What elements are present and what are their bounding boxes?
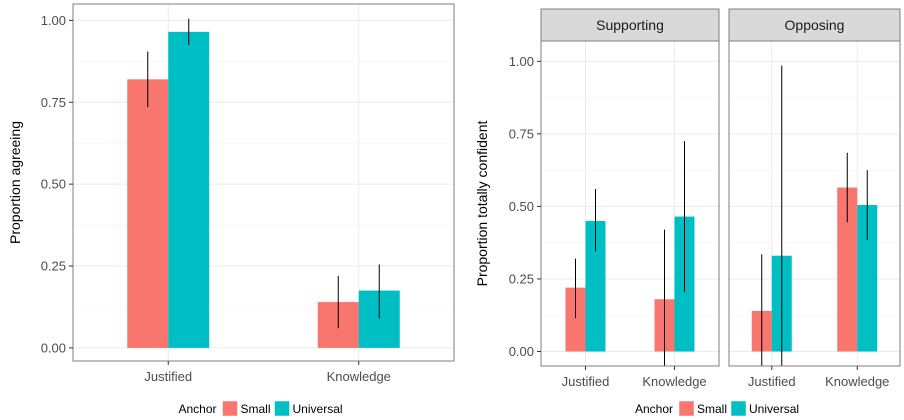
bar-universal-knowledge	[857, 204, 878, 352]
legend-title: Anchor	[178, 402, 216, 416]
y-tick-label: 0.50	[41, 177, 66, 192]
legend-label-universal: Universal	[293, 402, 343, 416]
x-tick-label-justified: Justified	[562, 374, 610, 389]
y-axis-title: Proportion agreeing	[7, 121, 23, 244]
legend-label-small: Small	[241, 402, 271, 416]
bar-universal-justified	[168, 31, 210, 348]
legend-key-small	[678, 400, 695, 417]
bar-small-justified	[565, 287, 586, 352]
left-chart: Justified Knowledge 0.00 0.25 0.50 0.75 1.00 Pr…	[7, 3, 455, 417]
x-tick-label-knowledge: Knowledge	[327, 369, 391, 384]
y-tick-label: 0.00	[41, 340, 66, 355]
legend-title: Anchor	[635, 402, 673, 416]
bar-small-justified	[127, 79, 169, 348]
y-tick-label: 0.25	[41, 259, 66, 274]
legend-key-universal	[730, 400, 747, 417]
facet-opposing: Opposing Justified Knowledge	[728, 8, 901, 389]
legend-key-universal	[274, 400, 290, 417]
y-tick-label: 0.00	[509, 344, 534, 359]
y-tick-label: 1.00	[41, 13, 66, 28]
facet-title: Supporting	[596, 17, 664, 33]
y-tick-label: 0.75	[509, 126, 534, 141]
y-tick-label: 0.25	[509, 271, 534, 286]
legend-label-universal: Universal	[749, 402, 799, 416]
y-tick-label: 0.50	[509, 199, 534, 214]
panel-border	[540, 40, 720, 367]
right-chart: Supporting Justified Knowledge Opposing Just…	[474, 8, 901, 417]
facet-title: Opposing	[785, 17, 845, 33]
facet-supporting: Supporting Justified Knowledge	[540, 8, 720, 389]
bar-small-knowledge	[837, 187, 858, 352]
bar-universal-justified	[585, 220, 606, 352]
panel-border	[728, 40, 901, 367]
panel-border	[72, 3, 455, 362]
x-tick-label-justified: Justified	[144, 369, 192, 384]
y-tick-label: 1.00	[509, 54, 534, 69]
y-axis-title: Proportion totally confident	[474, 121, 490, 287]
y-tick-label: 0.75	[41, 95, 66, 110]
legend-key-small	[222, 400, 238, 417]
facet-strip	[728, 8, 901, 42]
x-tick-label-knowledge: Knowledge	[642, 374, 706, 389]
legend-label-small: Small	[697, 402, 727, 416]
x-tick-label-justified: Justified	[748, 374, 796, 389]
x-tick-label-knowledge: Knowledge	[825, 374, 889, 389]
